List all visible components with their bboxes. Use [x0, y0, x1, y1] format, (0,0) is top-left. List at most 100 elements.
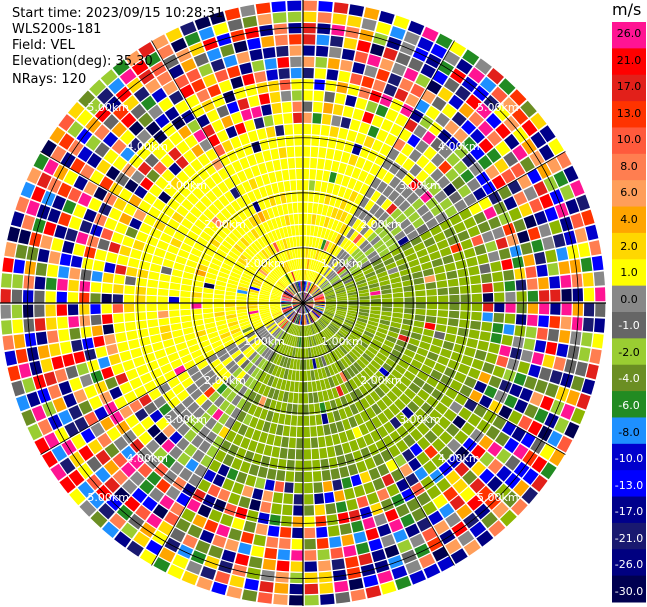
velocity-cell [534, 340, 547, 353]
velocity-cell [260, 331, 270, 341]
velocity-cell [356, 40, 371, 53]
velocity-cell [511, 498, 528, 516]
velocity-cell [289, 45, 302, 56]
velocity-cell [595, 287, 606, 302]
velocity-cell [275, 240, 283, 252]
velocity-cell [570, 213, 584, 229]
velocity-cell [78, 445, 94, 461]
ring-label: 5.00km [87, 491, 129, 504]
velocity-cell [416, 155, 430, 169]
velocity-cell [428, 121, 443, 136]
velocity-cell [382, 47, 398, 61]
velocity-cell [445, 470, 461, 485]
velocity-cell [180, 284, 192, 292]
velocity-cell [473, 211, 487, 225]
velocity-cell [304, 258, 308, 269]
velocity-cell [409, 414, 422, 427]
velocity-cell [467, 225, 481, 238]
velocity-cell [356, 221, 366, 233]
velocity-cell [331, 24, 346, 37]
velocity-cell [501, 168, 516, 184]
velocity-cell [386, 220, 398, 232]
velocity-cell [503, 369, 516, 382]
velocity-cell [225, 236, 236, 247]
velocity-cell [519, 387, 533, 402]
velocity-cell [256, 128, 267, 140]
velocity-cell [293, 124, 302, 135]
velocity-cell [190, 388, 203, 401]
velocity-cell [298, 382, 303, 393]
velocity-cell [406, 192, 419, 205]
velocity-cell [393, 303, 404, 308]
velocity-cell [217, 464, 230, 477]
velocity-cell [246, 154, 257, 167]
velocity-cell [387, 330, 399, 339]
velocity-cell [428, 510, 444, 526]
velocity-cell [557, 435, 573, 453]
velocity-cell [113, 284, 124, 294]
velocity-cell [469, 521, 487, 538]
velocity-cell [360, 447, 372, 460]
velocity-cell [230, 136, 242, 149]
velocity-cell [376, 167, 388, 180]
velocity-cell [266, 245, 275, 256]
velocity-cell [317, 12, 332, 24]
velocity-cell [204, 162, 217, 176]
velocity-cell [404, 297, 415, 303]
velocity-cell [225, 299, 236, 303]
velocity-cell [479, 451, 495, 467]
velocity-cell [345, 95, 357, 107]
velocity-cell [341, 325, 352, 333]
velocity-cell [538, 277, 549, 290]
velocity-cell [102, 272, 114, 283]
velocity-cell [303, 247, 306, 258]
velocity-cell [243, 167, 254, 180]
velocity-cell [159, 325, 171, 334]
velocity-cell [203, 386, 216, 398]
velocity-cell [75, 231, 89, 245]
velocity-cell [251, 280, 262, 287]
velocity-cell [462, 437, 477, 452]
velocity-cell [295, 282, 300, 292]
velocity-cell [327, 525, 340, 537]
velocity-cell [370, 502, 384, 516]
velocity-cell [567, 345, 580, 360]
velocity-cell [345, 26, 360, 39]
velocity-cell [253, 240, 263, 251]
velocity-cell [405, 523, 420, 538]
velocity-cell [395, 213, 407, 225]
velocity-cell [363, 366, 374, 378]
velocity-cell [235, 260, 246, 269]
velocity-cell [558, 261, 571, 275]
velocity-cell [207, 84, 222, 98]
velocity-cell [205, 190, 218, 203]
velocity-cell [335, 138, 346, 151]
velocity-cell [121, 462, 136, 478]
velocity-cell [124, 179, 139, 193]
velocity-cell [309, 271, 313, 281]
velocity-cell [224, 164, 236, 177]
velocity-cell [479, 468, 495, 484]
velocity-cell [303, 292, 307, 303]
velocity-cell [472, 187, 487, 201]
velocity-cell [525, 326, 537, 339]
velocity-cell [351, 348, 361, 358]
velocity-cell [411, 507, 427, 522]
velocity-cell [323, 216, 330, 228]
velocity-cell [285, 237, 291, 249]
velocity-cell [208, 391, 220, 403]
velocity-cell [367, 125, 380, 138]
velocity-cell [170, 358, 183, 369]
velocity-cell [283, 275, 291, 285]
velocity-cell [366, 275, 377, 282]
velocity-cell [289, 358, 295, 369]
velocity-cell [550, 289, 561, 302]
velocity-cell [559, 216, 573, 232]
velocity-cell [303, 303, 314, 307]
velocity-cell [114, 531, 132, 548]
velocity-cell [192, 514, 207, 528]
velocity-cell [388, 444, 401, 458]
velocity-cell [156, 240, 169, 251]
velocity-cell [283, 250, 289, 261]
velocity-cell [406, 253, 418, 262]
